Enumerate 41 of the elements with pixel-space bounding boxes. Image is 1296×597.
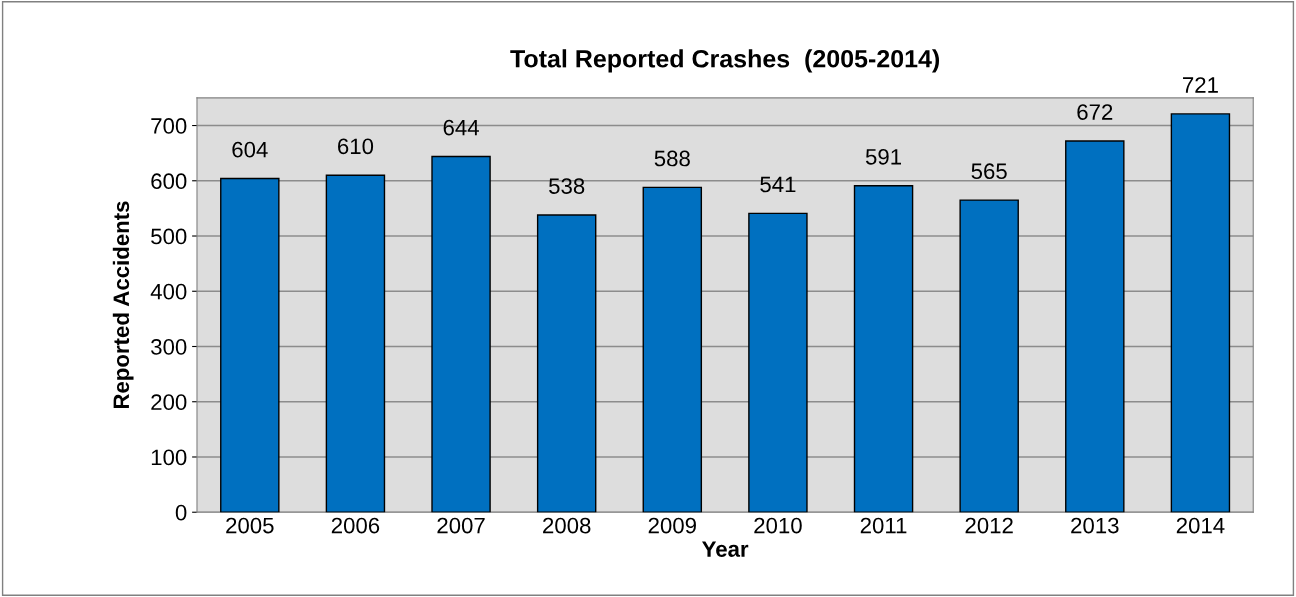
data-label: 565 — [971, 163, 1007, 180]
bar — [431, 155, 491, 513]
y-axis-title: Reported Accidents — [112, 201, 134, 409]
data-label: 604 — [232, 141, 268, 158]
chart-title: Total Reported Crashes (2005-2014) — [510, 49, 940, 73]
bar — [1170, 113, 1231, 513]
data-label: 644 — [443, 119, 479, 136]
y-tick-label: 100 — [151, 449, 187, 466]
x-tick-label: 2011 — [860, 517, 907, 534]
y-tick-label: 200 — [151, 394, 187, 411]
x-tick-label: 2007 — [437, 517, 485, 534]
y-tick-label: 400 — [150, 283, 187, 300]
bar — [853, 185, 914, 513]
bar — [1065, 140, 1125, 513]
x-tick-label: 2012 — [965, 517, 1013, 534]
data-label: 672 — [1077, 104, 1113, 120]
x-axis-title: Year — [702, 541, 749, 557]
bar — [959, 199, 1019, 513]
data-label: 538 — [549, 178, 585, 194]
x-tick-label: 2009 — [648, 517, 696, 534]
x-tick-label: 2014 — [1176, 517, 1225, 534]
x-tick-label: 2013 — [1071, 517, 1119, 534]
data-label: 588 — [654, 150, 690, 167]
y-tick-label: 300 — [151, 339, 187, 355]
x-tick-label: 2005 — [226, 517, 274, 534]
data-label: 721 — [1183, 77, 1218, 93]
x-tick-label: 2006 — [331, 517, 380, 534]
bar — [642, 186, 703, 513]
bar — [325, 174, 386, 513]
data-label: 541 — [760, 176, 796, 193]
y-tick-label: 700 — [151, 118, 187, 134]
x-tick-label: 2008 — [543, 517, 591, 534]
y-tick-label: 600 — [151, 173, 187, 190]
data-label: 610 — [338, 138, 374, 155]
y-tick-label: 500 — [151, 228, 187, 245]
bar — [748, 212, 808, 513]
x-tick-label: 2010 — [754, 517, 802, 534]
data-label: 591 — [865, 148, 901, 165]
bar — [536, 214, 597, 513]
bar — [220, 177, 280, 513]
y-tick-label: 0 — [175, 504, 187, 521]
